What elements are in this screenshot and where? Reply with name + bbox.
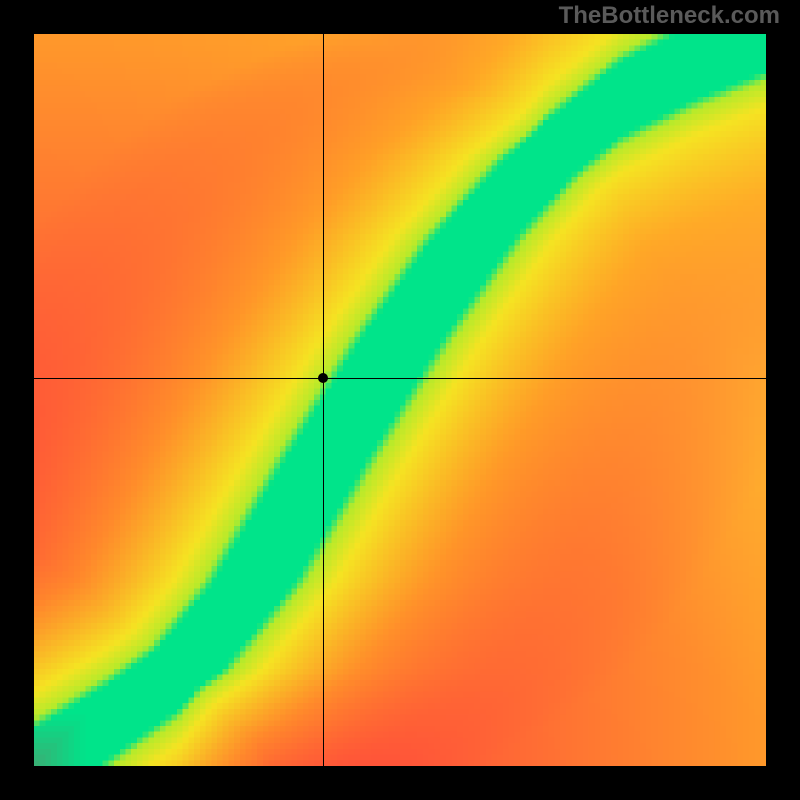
chart-root: { "watermark": { "text": "TheBottleneck.… [0, 0, 800, 800]
crosshair-horizontal [34, 378, 766, 379]
bottleneck-heatmap [34, 34, 766, 766]
watermark-label: TheBottleneck.com [559, 2, 780, 30]
crosshair-vertical [323, 34, 324, 766]
crosshair-marker [318, 373, 328, 383]
